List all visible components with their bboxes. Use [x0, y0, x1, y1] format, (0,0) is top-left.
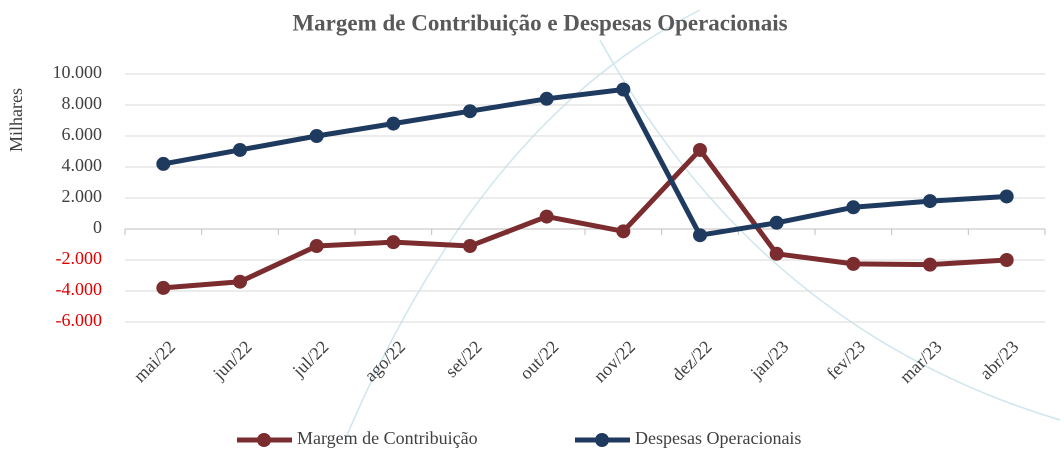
- x-tick-label: jan/23: [746, 337, 793, 384]
- data-point: [769, 246, 784, 261]
- data-point: [309, 239, 324, 254]
- y-tick-label: -4.000: [56, 279, 103, 299]
- data-point: [999, 253, 1014, 267]
- data-point: [999, 189, 1014, 204]
- data-point: [923, 257, 937, 272]
- x-tick-label: ago/22: [360, 337, 409, 386]
- data-point: [463, 104, 477, 119]
- data-point: [846, 200, 861, 215]
- y-tick-label: 2.000: [62, 186, 103, 206]
- y-tick-label: 4.000: [62, 155, 103, 175]
- decoration: [599, 39, 1061, 421]
- legend-swatch: [257, 433, 271, 447]
- y-tick-label: 10.000: [53, 62, 103, 82]
- data-point: [156, 280, 171, 295]
- x-tick-label: jun/22: [208, 337, 255, 384]
- y-tick-label: -6.000: [56, 310, 103, 330]
- data-point: [233, 274, 247, 289]
- x-tick-label: nov/22: [590, 337, 640, 387]
- data-point: [616, 224, 631, 239]
- data-point: [386, 116, 401, 131]
- data-point: [233, 142, 247, 157]
- decoration: [344, 9, 701, 441]
- data-point: [923, 194, 937, 209]
- x-tick-label: mar/23: [896, 337, 946, 387]
- x-tick-label: fev/23: [822, 337, 869, 384]
- x-tick-label: dez/22: [668, 337, 716, 385]
- data-point: [539, 91, 554, 106]
- data-point: [309, 129, 324, 143]
- data-point: [769, 215, 784, 230]
- data-point: [386, 235, 401, 250]
- legend-label: Despesas Operacionais: [635, 428, 801, 448]
- data-point: [693, 228, 707, 243]
- series-line: [163, 147, 1007, 291]
- data-point: [463, 239, 477, 254]
- x-tick-label: mai/22: [130, 337, 179, 386]
- data-point: [846, 256, 861, 271]
- y-tick-label: 8.000: [62, 93, 103, 113]
- y-axis-label: Milhares: [6, 88, 26, 152]
- y-tick-label: 0: [93, 217, 102, 237]
- x-tick-label: out/22: [516, 337, 563, 384]
- x-tick-label: jul/22: [288, 337, 333, 382]
- x-tick-label: abr/23: [976, 337, 1023, 384]
- chart-title: Margem de Contribuição e Despesas Operac…: [292, 10, 787, 35]
- y-tick-label: 6.000: [62, 124, 103, 144]
- data-point: [539, 209, 554, 224]
- x-tick-label: set/22: [441, 337, 486, 382]
- data-point: [156, 156, 171, 171]
- series-line: [162, 87, 1007, 238]
- legend-swatch: [595, 433, 609, 447]
- data-point: [616, 82, 631, 97]
- y-tick-label: -2.000: [56, 248, 103, 268]
- data-point: [693, 142, 707, 157]
- legend-label: Margem de Contribuição: [297, 428, 478, 448]
